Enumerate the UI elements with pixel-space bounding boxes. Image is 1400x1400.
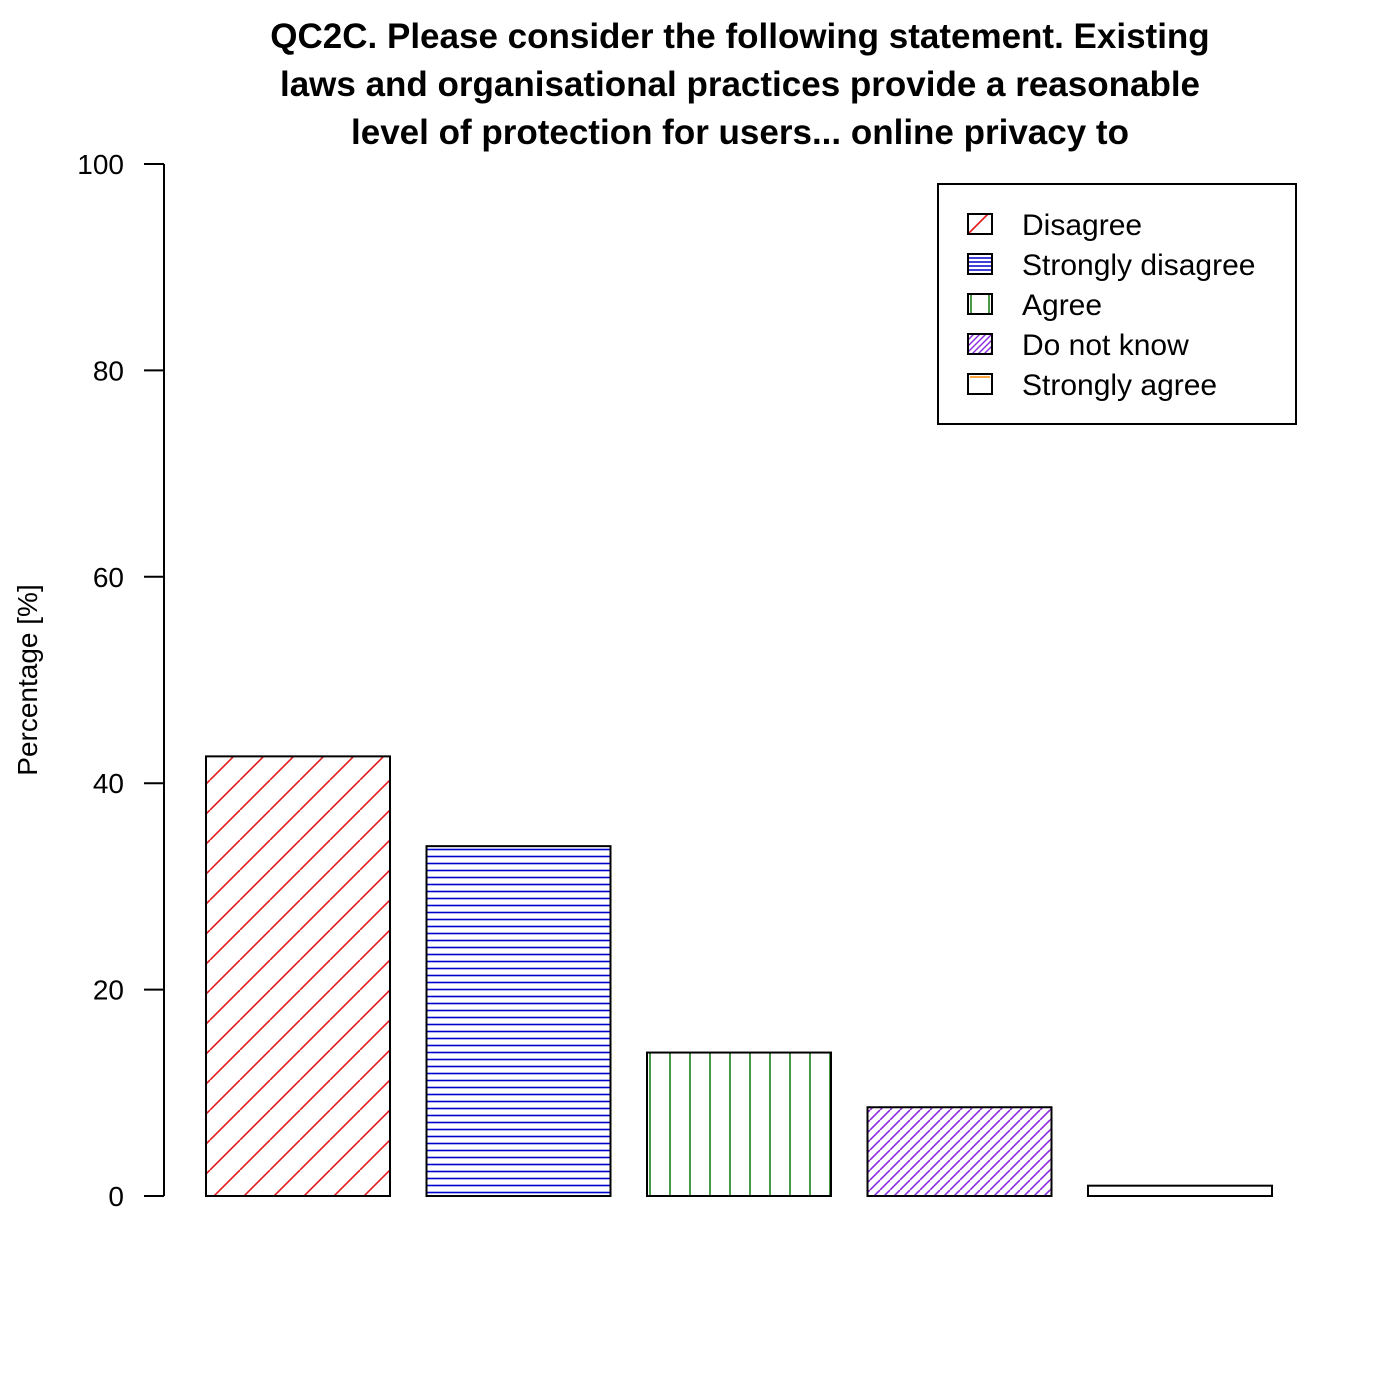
- legend-swatch-hatch: [970, 294, 990, 314]
- chart-title-line-1: QC2C. Please consider the following stat…: [270, 17, 1209, 56]
- y-tick-label: 40: [93, 768, 124, 799]
- legend-label: Agree: [1022, 289, 1102, 322]
- legend: Disagree Strongly disagree Agree Do not kno…: [937, 183, 1297, 425]
- bar-background: [1088, 1185, 1272, 1196]
- y-tick-label: 0: [108, 1181, 124, 1212]
- legend-swatch-hatch: [968, 257, 992, 271]
- chart-title-line-3: level of protection for users... online …: [351, 113, 1129, 152]
- legend-label: Strongly disagree: [1022, 249, 1255, 282]
- legend-items: Disagree Strongly disagree Agree Do not kno…: [967, 209, 1255, 402]
- bar-hatch: [206, 756, 390, 1196]
- bar-hatch: [867, 1107, 1052, 1196]
- chart-title: QC2C. Please consider the following stat…: [270, 17, 1209, 152]
- legend-swatch: [967, 253, 993, 275]
- y-tick-label: 60: [93, 562, 124, 593]
- legend-swatch: [967, 333, 993, 355]
- y-tick-label: 20: [93, 975, 124, 1006]
- y-tick-label: 100: [77, 149, 124, 180]
- legend-swatch-background: [968, 294, 992, 314]
- y-axis: 0 20 40 60 80 100: [77, 149, 165, 1212]
- legend-label: Strongly agree: [1022, 369, 1217, 402]
- bar-hatch: [647, 1052, 831, 1196]
- bars: [205, 755, 1273, 1198]
- legend-swatch: [967, 213, 993, 235]
- legend-swatch-hatch: [968, 334, 992, 354]
- legend-box: [937, 183, 1297, 425]
- y-tick-label: 80: [93, 355, 124, 386]
- bar: [646, 1051, 832, 1197]
- legend-label: Disagree: [1022, 209, 1142, 242]
- y-axis-label: Percentage [%]: [12, 584, 43, 775]
- bar: [205, 755, 391, 1197]
- bar: [866, 1106, 1053, 1198]
- bar-hatch: [426, 846, 611, 1196]
- legend-label: Do not know: [1022, 329, 1189, 362]
- bar: [425, 845, 612, 1197]
- chart-title-line-2: laws and organisational practices provid…: [280, 65, 1200, 104]
- legend-swatch-background: [968, 334, 992, 354]
- legend-swatch-background: [968, 254, 992, 274]
- bar: [1087, 1184, 1273, 1198]
- legend-swatch-hatch: [967, 213, 989, 235]
- legend-swatch-background: [968, 374, 992, 394]
- legend-swatch: [967, 373, 993, 395]
- legend-swatch: [967, 293, 993, 315]
